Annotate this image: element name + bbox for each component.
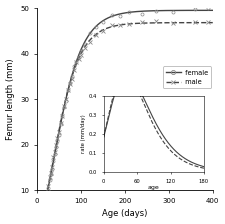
Legend:  female,  male: female, male xyxy=(163,66,211,88)
Y-axis label: Femur length (mm): Femur length (mm) xyxy=(6,58,15,140)
X-axis label: Age (days): Age (days) xyxy=(102,209,147,218)
